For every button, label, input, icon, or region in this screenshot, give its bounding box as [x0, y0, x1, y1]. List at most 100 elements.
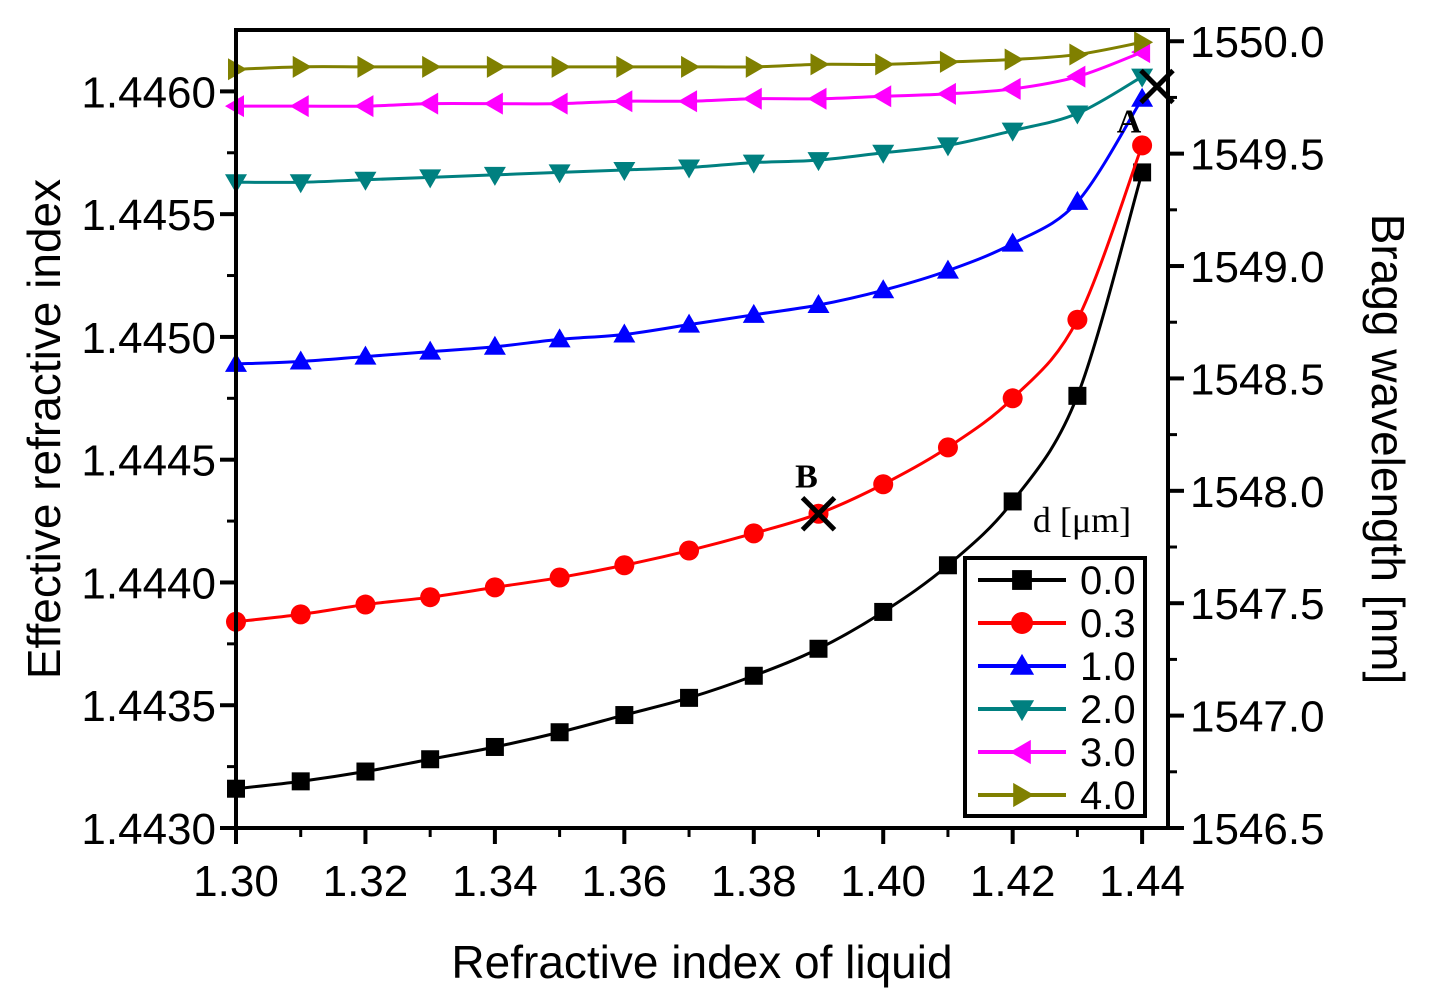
series-0.3 [226, 135, 1153, 632]
legend-label: 0.0 [1080, 559, 1136, 603]
data-point-2.0-7 [678, 159, 701, 179]
data-point-0.0-9 [809, 639, 828, 658]
series-1.0 [225, 87, 1154, 372]
y2-tick-label: 1548.5 [1190, 355, 1325, 404]
y-tick-label: 1.4440 [81, 559, 216, 608]
legend-marker-3.0 [1009, 739, 1031, 765]
data-point-2.0-10 [872, 144, 895, 164]
data-point-0.3-5 [549, 567, 570, 588]
y-tick-label: 1.4445 [81, 437, 216, 486]
data-point-0.3-2 [355, 594, 376, 615]
data-point-0.0-4 [485, 737, 504, 756]
data-point-0.0-2 [356, 762, 375, 781]
annotation-B: B [795, 459, 837, 532]
data-point-4.0-12 [1004, 48, 1024, 71]
legend-item-3.0: 3.0 [978, 731, 1136, 775]
data-point-0.0-7 [680, 688, 699, 707]
data-point-2.0-4 [483, 166, 506, 186]
data-point-1.0-4 [483, 335, 506, 355]
data-point-4.0-5 [551, 55, 571, 78]
data-point-4.0-6 [616, 55, 636, 78]
data-point-0.3-11 [937, 437, 958, 458]
data-point-0.0-12 [1003, 492, 1022, 511]
legend: d [μm] 0.00.31.02.03.04.0 [963, 500, 1147, 818]
data-point-3.0-3 [419, 92, 439, 115]
x-axis-title: Refractive index of liquid [451, 936, 952, 988]
legend-marker-0.3 [1011, 612, 1033, 634]
y-tick-label: 1.4450 [81, 314, 216, 363]
data-point-2.0-3 [419, 169, 442, 189]
y2-tick-label: 1549.0 [1190, 243, 1325, 292]
data-point-4.0-9 [810, 53, 830, 76]
legend-marker-0.0 [1012, 570, 1032, 590]
y2-tick-label: 1547.0 [1190, 693, 1325, 742]
data-point-0.0-3 [421, 750, 440, 769]
data-point-1.0-12 [1001, 232, 1024, 252]
data-point-0.3-12 [1002, 388, 1023, 409]
data-point-1.0-1 [289, 350, 312, 370]
x-tick-label: 1.34 [452, 857, 538, 906]
data-point-3.0-7 [678, 90, 698, 113]
annotation-label: A [1117, 103, 1142, 140]
legend-item-0.3: 0.3 [978, 602, 1136, 646]
data-point-0.0-8 [744, 666, 763, 685]
data-point-4.0-14 [1134, 31, 1154, 54]
data-point-3.0-1 [289, 95, 309, 118]
y-tick-label: 1.4460 [81, 68, 216, 117]
plot-layer [225, 31, 1154, 798]
data-point-2.0-11 [936, 137, 959, 157]
data-point-4.0-1 [292, 55, 312, 78]
data-point-0.0-6 [615, 706, 634, 725]
annotation-label: B [795, 459, 818, 496]
data-point-0.3-1 [290, 604, 311, 625]
data-point-2.0-9 [807, 152, 830, 172]
legend-label: 2.0 [1080, 688, 1136, 732]
data-point-3.0-13 [1066, 65, 1086, 88]
data-point-1.0-10 [872, 279, 895, 299]
data-point-0.0-14 [1133, 163, 1152, 182]
series-0.0 [227, 163, 1152, 798]
legend-marker-1.0 [1009, 653, 1035, 675]
legend-marker-4.0 [1013, 782, 1035, 808]
legend-box [963, 556, 1147, 818]
data-point-0.0-10 [874, 602, 893, 621]
data-point-4.0-3 [422, 55, 442, 78]
data-point-3.0-6 [613, 90, 633, 113]
data-point-1.0-2 [354, 345, 377, 365]
data-point-2.0-14 [1131, 68, 1154, 88]
legend-label: 3.0 [1080, 731, 1136, 775]
x-tick-label: 1.32 [323, 857, 409, 906]
data-point-2.0-12 [1001, 122, 1024, 142]
data-point-4.0-10 [875, 53, 895, 76]
legend-item-4.0: 4.0 [978, 774, 1136, 818]
data-point-2.0-1 [289, 174, 312, 194]
axes-layer: 1.30 1.32 1.34 1.36 1.38 1.40 1.42 1.44 1.4430 1.… [18, 18, 1414, 988]
data-point-3.0-4 [483, 92, 503, 115]
data-point-2.0-13 [1066, 105, 1089, 125]
y2-tick-label: 1547.5 [1190, 580, 1325, 629]
y2-tick-label: 1549.5 [1190, 131, 1325, 180]
data-point-0.0-1 [291, 772, 310, 791]
x-tick-label: 1.36 [582, 857, 668, 906]
data-point-0.0-11 [938, 556, 957, 575]
data-point-2.0-5 [548, 164, 571, 184]
x-tick-label: 1.42 [970, 857, 1056, 906]
data-point-3.0-8 [742, 87, 762, 110]
annotation-cross [1139, 68, 1175, 105]
y-tick-label: 1.4435 [81, 682, 216, 731]
data-point-0.3-14 [1132, 135, 1153, 156]
annotation-cross [800, 495, 837, 532]
data-point-1.0-7 [678, 313, 701, 333]
x-tick-label: 1.30 [193, 857, 279, 906]
data-point-4.0-2 [357, 55, 377, 78]
legend-label: 4.0 [1080, 774, 1136, 818]
y-tick-label: 1.4430 [81, 805, 216, 854]
data-point-3.0-10 [872, 85, 892, 108]
series-4.0 [228, 31, 1154, 81]
data-point-4.0-8 [745, 55, 765, 78]
data-point-1.0-14 [1131, 87, 1154, 107]
data-point-1.0-11 [936, 259, 959, 279]
data-point-4.0-13 [1069, 43, 1089, 66]
data-point-0.3-6 [614, 555, 635, 576]
y-tick-label: 1.4455 [81, 191, 216, 240]
